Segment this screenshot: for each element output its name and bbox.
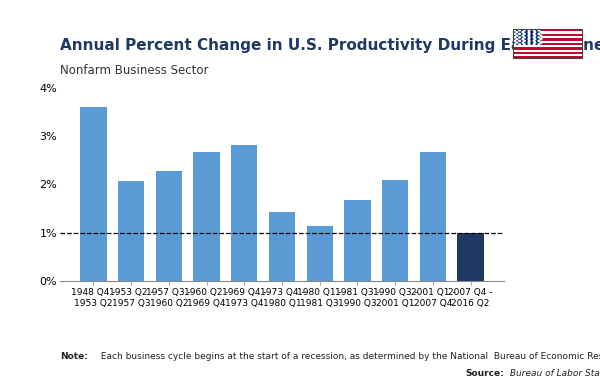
Text: Bureau of Labor Statistics, U.S. Global Investors: Bureau of Labor Statistics, U.S. Global … [507,369,600,378]
Bar [155,171,182,281]
Text: Nonfarm Business Sector: Nonfarm Business Sector [60,64,209,77]
Bar [344,200,371,281]
Bar [307,226,333,281]
Bar [80,107,107,281]
Bar [231,145,257,281]
Text: Each business cycle begins at the start of a recession, as determined by the Nat: Each business cycle begins at the start … [98,352,600,361]
Bar [419,152,446,281]
Bar [193,152,220,281]
Text: Note:: Note: [60,352,88,361]
Bar [118,181,145,281]
Text: Annual Percent Change in U.S. Productivity During Each Business Cycle: Annual Percent Change in U.S. Productivi… [60,38,600,53]
Bar [457,232,484,281]
Bar [269,212,295,281]
Text: Source:: Source: [465,369,504,378]
Bar [382,180,409,281]
